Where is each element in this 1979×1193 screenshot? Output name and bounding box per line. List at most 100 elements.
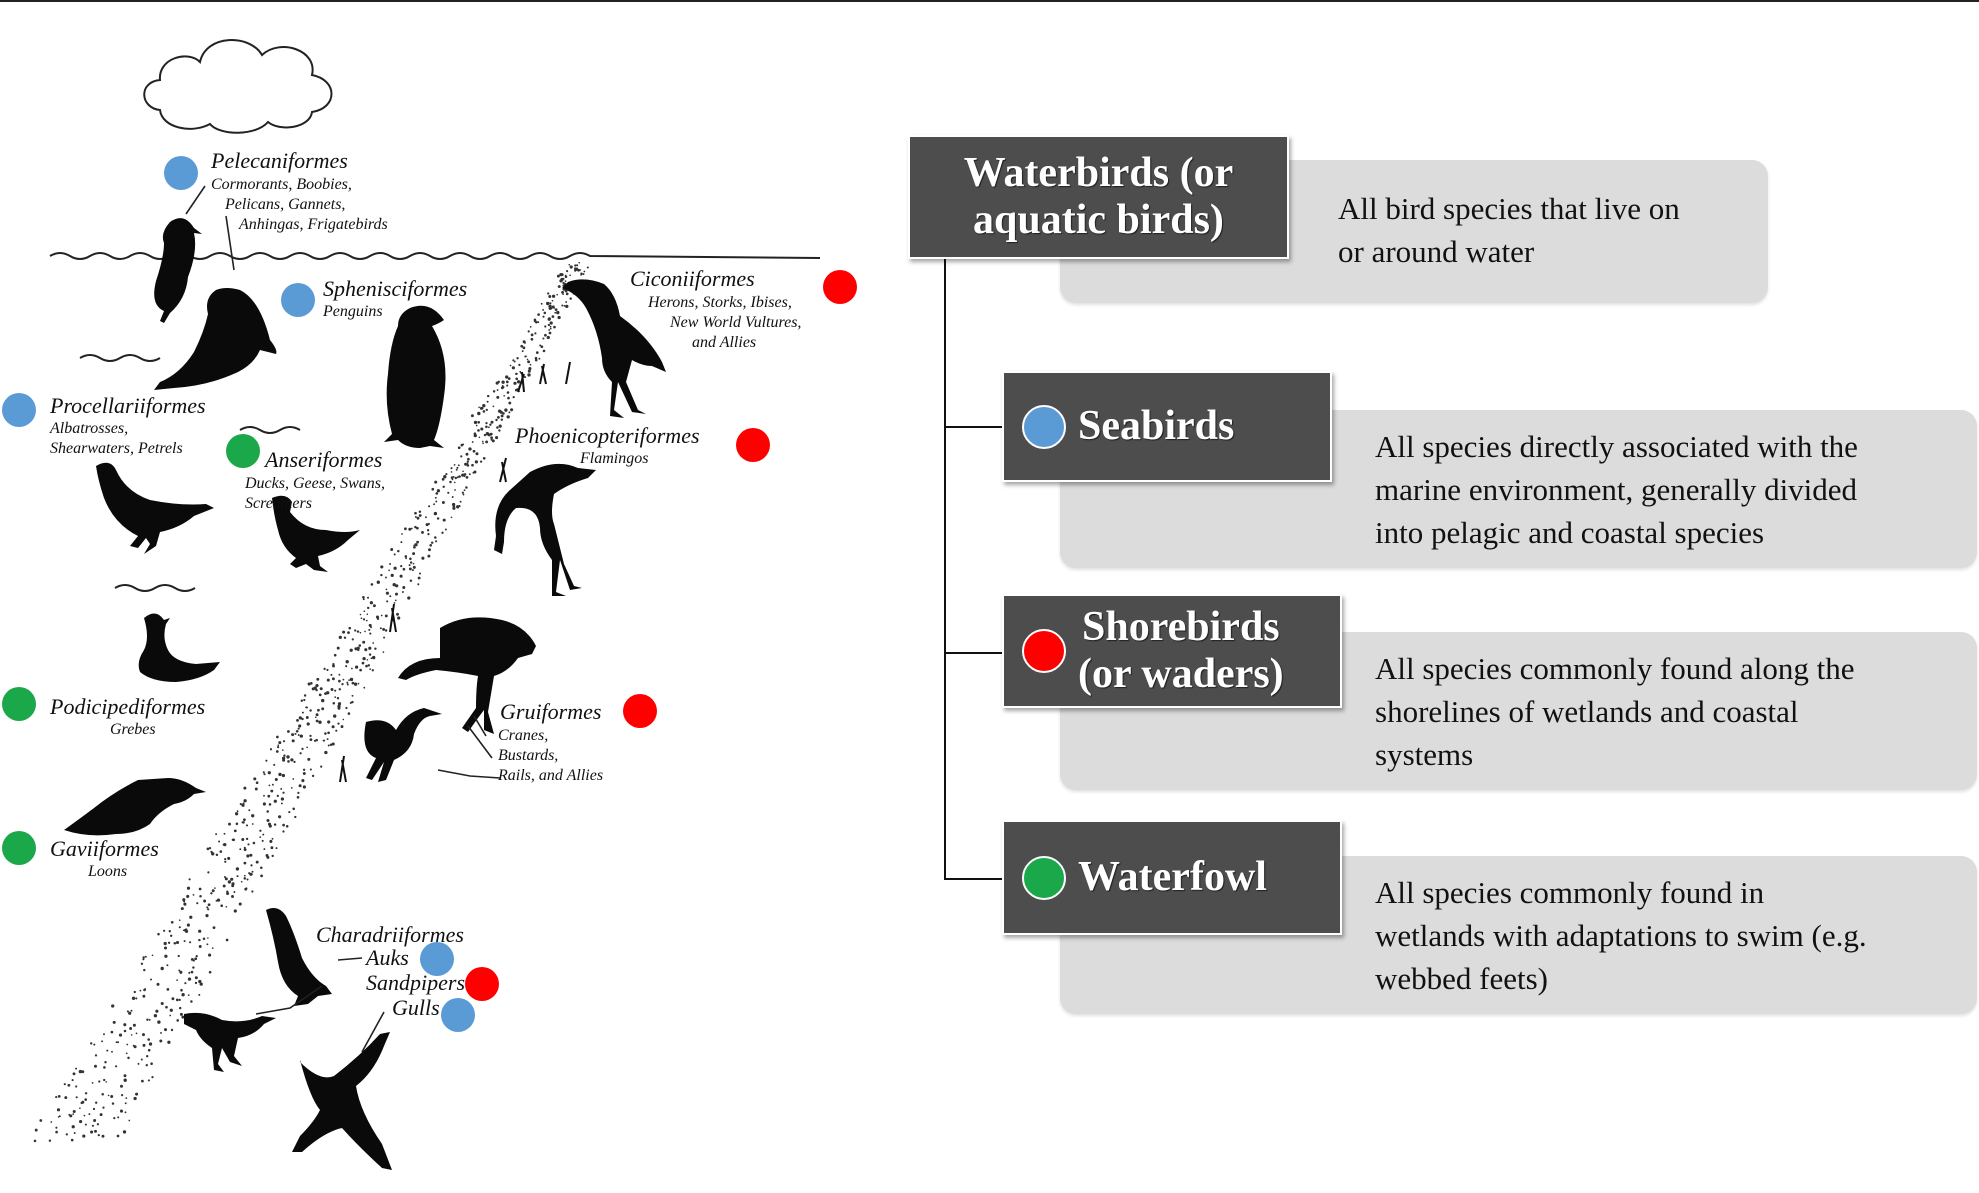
- waterbirds-header-box: Waterbirds (or aquatic birds): [910, 137, 1287, 257]
- sandpiper-silhouette: [184, 1012, 276, 1072]
- anseriformes-label: Anseriformes: [263, 447, 382, 472]
- procellariiformes-group-dot-icon: [2, 393, 36, 427]
- pelecaniformes-members: Pelicans, Gannets,: [224, 196, 345, 213]
- title-line: (or waders): [1078, 651, 1284, 697]
- duck-silhouette: [272, 495, 360, 572]
- ciconiiformes-members: New World Vultures,: [669, 314, 801, 331]
- gruiformes-group-dot-icon: [623, 694, 657, 728]
- waterfowl-description: All species commonly found in wetlands w…: [1375, 872, 1975, 1000]
- charadriiformes-member-gulls: Gulls: [392, 995, 440, 1020]
- waterfowl-header-box: Waterfowl: [1004, 822, 1340, 933]
- group-dots: [2, 156, 857, 1032]
- flamingo-silhouette: [494, 463, 596, 596]
- seabird-dot-icon: [1022, 404, 1066, 449]
- charadriiformes-member-auks: Auks: [364, 945, 409, 970]
- pelecaniformes-label: Pelecaniformes: [210, 148, 348, 173]
- order-labels: Pelecaniformes Cormorants, Boobies, Pelica…: [49, 148, 801, 1020]
- description-line: All species commonly found in: [1375, 875, 1765, 910]
- waterbirds-title: Waterbirds (or aquatic birds): [964, 150, 1233, 244]
- gruiformes-members: Cranes,: [498, 727, 548, 744]
- charadriiformes-auks-dot-icon: [420, 942, 454, 976]
- description-line: webbed feets): [1375, 960, 1548, 996]
- title-line: Seabirds: [1078, 402, 1235, 449]
- wave-icon: [79, 354, 161, 362]
- rail-silhouette: [364, 708, 442, 782]
- procellariiformes-label: Procellariiformes: [49, 393, 206, 418]
- reed-icons: [339, 361, 571, 783]
- ciconiiformes-members: Herons, Storks, Ibises,: [647, 294, 792, 311]
- top-rule: [0, 0, 1979, 2]
- crane-silhouette: [398, 617, 536, 734]
- podicipediformes-group-dot-icon: [2, 687, 36, 721]
- description-line: into pelagic and coastal species: [1375, 514, 1765, 550]
- phoenicopteriformes-group-dot-icon: [736, 428, 770, 462]
- gaviiformes-label: Gaviiformes: [50, 836, 159, 861]
- description-line: All species commonly found along the: [1375, 651, 1855, 686]
- seabirds-title: Seabirds: [1078, 403, 1234, 450]
- sphenisciformes-label: Sphenisciformes: [323, 276, 467, 301]
- loon-silhouette: [64, 778, 206, 836]
- pelecaniformes-group-dot-icon: [164, 156, 198, 190]
- pelecaniformes-members: Cormorants, Boobies,: [211, 176, 352, 193]
- bird-silhouettes: [64, 218, 666, 1170]
- description-line: marine environment, generally divided: [1375, 471, 1858, 507]
- waterbirds-description: All bird species that live on or around …: [1338, 188, 1758, 274]
- pelecaniformes-members: Anhingas, Frigatebirds: [238, 216, 388, 233]
- gruiformes-label: Gruiformes: [500, 699, 601, 724]
- description-line: shorelines of wetlands and coastal: [1375, 693, 1799, 729]
- anseriformes-members: Screamers: [245, 495, 312, 512]
- description-line: wetlands with adaptations to swim (e.g.: [1375, 917, 1867, 953]
- phoenicopteriformes-members: Flamingos: [579, 450, 648, 467]
- title-line: Waterfowl: [1078, 853, 1267, 900]
- ciconiiformes-label: Ciconiiformes: [630, 266, 755, 291]
- description-line: All bird species that live on: [1338, 191, 1680, 226]
- anseriformes-members: Ducks, Geese, Swans,: [244, 475, 385, 492]
- water-surface-line: [49, 252, 821, 260]
- waterfowl-title: Waterfowl: [1078, 854, 1267, 901]
- wave-icon: [239, 426, 301, 434]
- podicipediformes-label: Podicipediformes: [49, 694, 205, 719]
- charadriiformes-gulls-dot-icon: [441, 998, 475, 1032]
- sphenisciformes-group-dot-icon: [281, 283, 315, 317]
- tree-connector-seabirds: [944, 426, 1004, 428]
- sphenisciformes-members: Penguins: [322, 303, 383, 320]
- anseriformes-group-dot-icon: [226, 434, 260, 468]
- charadriiformes-member-sandpipers: Sandpipers: [366, 970, 465, 995]
- title-line: aquatic birds): [973, 197, 1224, 243]
- title-line: Shorebirds: [1082, 603, 1280, 650]
- cormorant-silhouette: [154, 218, 202, 323]
- description-line: or around water: [1338, 233, 1535, 269]
- auk-silhouette: [266, 908, 332, 1006]
- tree-connector-waterfowl: [944, 878, 1004, 880]
- ciconiiformes-members: and Allies: [692, 334, 756, 351]
- waterfowl-dot-icon: [1022, 855, 1066, 900]
- shorebirds-header-box: Shorebirds (or waders): [1004, 596, 1340, 706]
- description-line: All species directly associated with the: [1375, 429, 1858, 464]
- albatross-silhouette: [96, 462, 214, 554]
- phoenicopteriformes-label: Phoenicopteriformes: [514, 423, 700, 448]
- penguin-silhouette: [384, 305, 446, 448]
- ciconiiformes-group-dot-icon: [823, 270, 857, 304]
- leader-lines: [185, 185, 501, 1053]
- gull-silhouette: [292, 1032, 392, 1170]
- seabirds-header-box: Seabirds: [1004, 373, 1330, 480]
- tree-connector-vertical: [944, 256, 946, 880]
- cloud-icon: [143, 39, 333, 134]
- procellariiformes-members: Shearwaters, Petrels: [50, 440, 183, 457]
- grebe-silhouette: [138, 613, 220, 682]
- shorebirds-description: All species commonly found along the sho…: [1375, 648, 1975, 776]
- pelican-silhouette: [154, 288, 277, 390]
- heron-silhouette: [562, 279, 666, 418]
- gruiformes-members: Rails, and Allies: [497, 767, 603, 784]
- seabirds-description: All species directly associated with the…: [1375, 426, 1975, 554]
- bird-orders-illustration: Pelecaniformes Cormorants, Boobies, Pelica…: [2, 39, 857, 1170]
- shorebirds-title: Shorebirds (or waders): [1078, 604, 1284, 698]
- tree-connector-shorebirds: [944, 652, 1004, 654]
- description-line: systems: [1375, 736, 1474, 772]
- gaviiformes-members: Loons: [87, 863, 127, 880]
- gaviiformes-group-dot-icon: [2, 831, 36, 865]
- title-line: Waterbirds (or: [963, 149, 1234, 196]
- gruiformes-members: Bustards,: [498, 747, 558, 764]
- procellariiformes-members: Albatrosses,: [49, 420, 128, 437]
- wave-icon: [114, 584, 196, 592]
